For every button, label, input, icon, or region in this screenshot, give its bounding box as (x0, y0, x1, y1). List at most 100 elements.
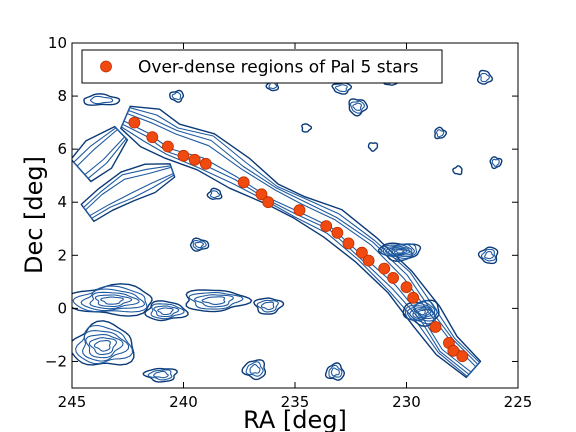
density-contour (153, 370, 169, 379)
density-contour (72, 320, 135, 366)
density-contour (85, 333, 124, 359)
density-contour (75, 324, 134, 365)
density-contour (390, 247, 411, 256)
density-contour (367, 142, 379, 152)
density-contour (476, 69, 494, 85)
density-contour (80, 163, 176, 222)
data-point (429, 321, 442, 333)
density-contour (201, 296, 226, 305)
density-contour (72, 125, 129, 183)
density-contour (352, 102, 362, 111)
data-point (188, 153, 201, 166)
density-contour (245, 361, 264, 377)
density-contour (84, 166, 175, 217)
density-contour (477, 246, 499, 265)
density-contour (72, 283, 153, 317)
data-point (177, 149, 190, 162)
density-contour (452, 165, 463, 176)
density-contour (484, 250, 494, 260)
density-contour (434, 126, 448, 140)
density-contour (153, 305, 180, 318)
density-contour (491, 158, 500, 167)
data-point (237, 176, 250, 189)
data-point (199, 157, 212, 170)
legend: Over-dense regions of Pal 5 stars (81, 49, 443, 84)
density-contour (253, 297, 285, 315)
density-contour (436, 129, 445, 138)
density-contour (395, 249, 405, 254)
data-point (255, 188, 268, 201)
density-contour (88, 337, 118, 356)
density-contour (348, 98, 369, 117)
data-point (161, 140, 174, 153)
density-contour (412, 305, 434, 320)
y-tick-label: 10 (48, 34, 67, 52)
density-contour (73, 127, 127, 179)
density-contour (409, 302, 436, 321)
density-contour (89, 291, 140, 310)
density-contour (383, 243, 415, 260)
density-contour (192, 239, 207, 251)
y-tick-label: 4 (57, 193, 67, 211)
data-point (387, 271, 400, 284)
legend-label: Over-dense regions of Pal 5 stars (138, 58, 419, 78)
data-point (378, 262, 391, 275)
y-axis-ticks: −2 0 2 4 6 8 10 (45, 34, 518, 370)
data-point (342, 237, 355, 250)
density-contour (194, 241, 204, 249)
y-tick-label: 6 (57, 140, 67, 158)
density-contour (185, 289, 253, 313)
data-point (456, 350, 469, 363)
data-point (262, 196, 275, 209)
data-point (293, 204, 306, 217)
x-tick-label: 225 (504, 393, 533, 411)
density-contour (144, 300, 189, 322)
density-contour (82, 330, 130, 362)
density-contour (480, 248, 496, 262)
density-contour (256, 299, 279, 313)
y-tick-label: 2 (57, 246, 67, 264)
y-tick-label: 8 (57, 87, 67, 105)
density-contour (301, 123, 313, 133)
x-tick-label: 240 (169, 393, 198, 411)
data-point (331, 226, 344, 239)
x-axis-label: RA [deg] (243, 406, 347, 432)
density-contour (150, 303, 185, 320)
density-contour (480, 72, 490, 83)
x-tick-label: 245 (58, 393, 87, 411)
data-point (400, 281, 413, 294)
density-contour (241, 359, 267, 381)
legend-box (81, 49, 443, 84)
density-contour (328, 364, 343, 379)
y-tick-label: −2 (45, 352, 67, 370)
density-contour (206, 187, 223, 200)
density-contour (249, 363, 261, 374)
legend-marker (100, 60, 112, 73)
density-contour (72, 285, 148, 313)
density-contour (189, 237, 210, 252)
plot-background (72, 43, 518, 388)
density-contour (83, 93, 121, 106)
density-contour (93, 340, 111, 352)
density-contour (94, 294, 133, 308)
data-point (362, 254, 375, 267)
data-point (128, 116, 141, 129)
density-contour (406, 301, 436, 322)
data-point (146, 131, 159, 144)
density-contour (260, 301, 275, 311)
density-contour (387, 245, 413, 257)
density-contour (171, 91, 182, 101)
data-point (447, 344, 460, 357)
y-tick-label: 0 (57, 299, 67, 317)
density-contour (334, 84, 348, 93)
density-contour (415, 308, 429, 317)
density-contour (385, 244, 413, 258)
density-contour (349, 100, 365, 114)
density-contour (330, 367, 340, 377)
density-contour (120, 107, 481, 377)
data-points (128, 116, 469, 363)
data-point (355, 246, 368, 259)
x-tick-label: 230 (392, 393, 421, 411)
density-contour (209, 190, 221, 199)
